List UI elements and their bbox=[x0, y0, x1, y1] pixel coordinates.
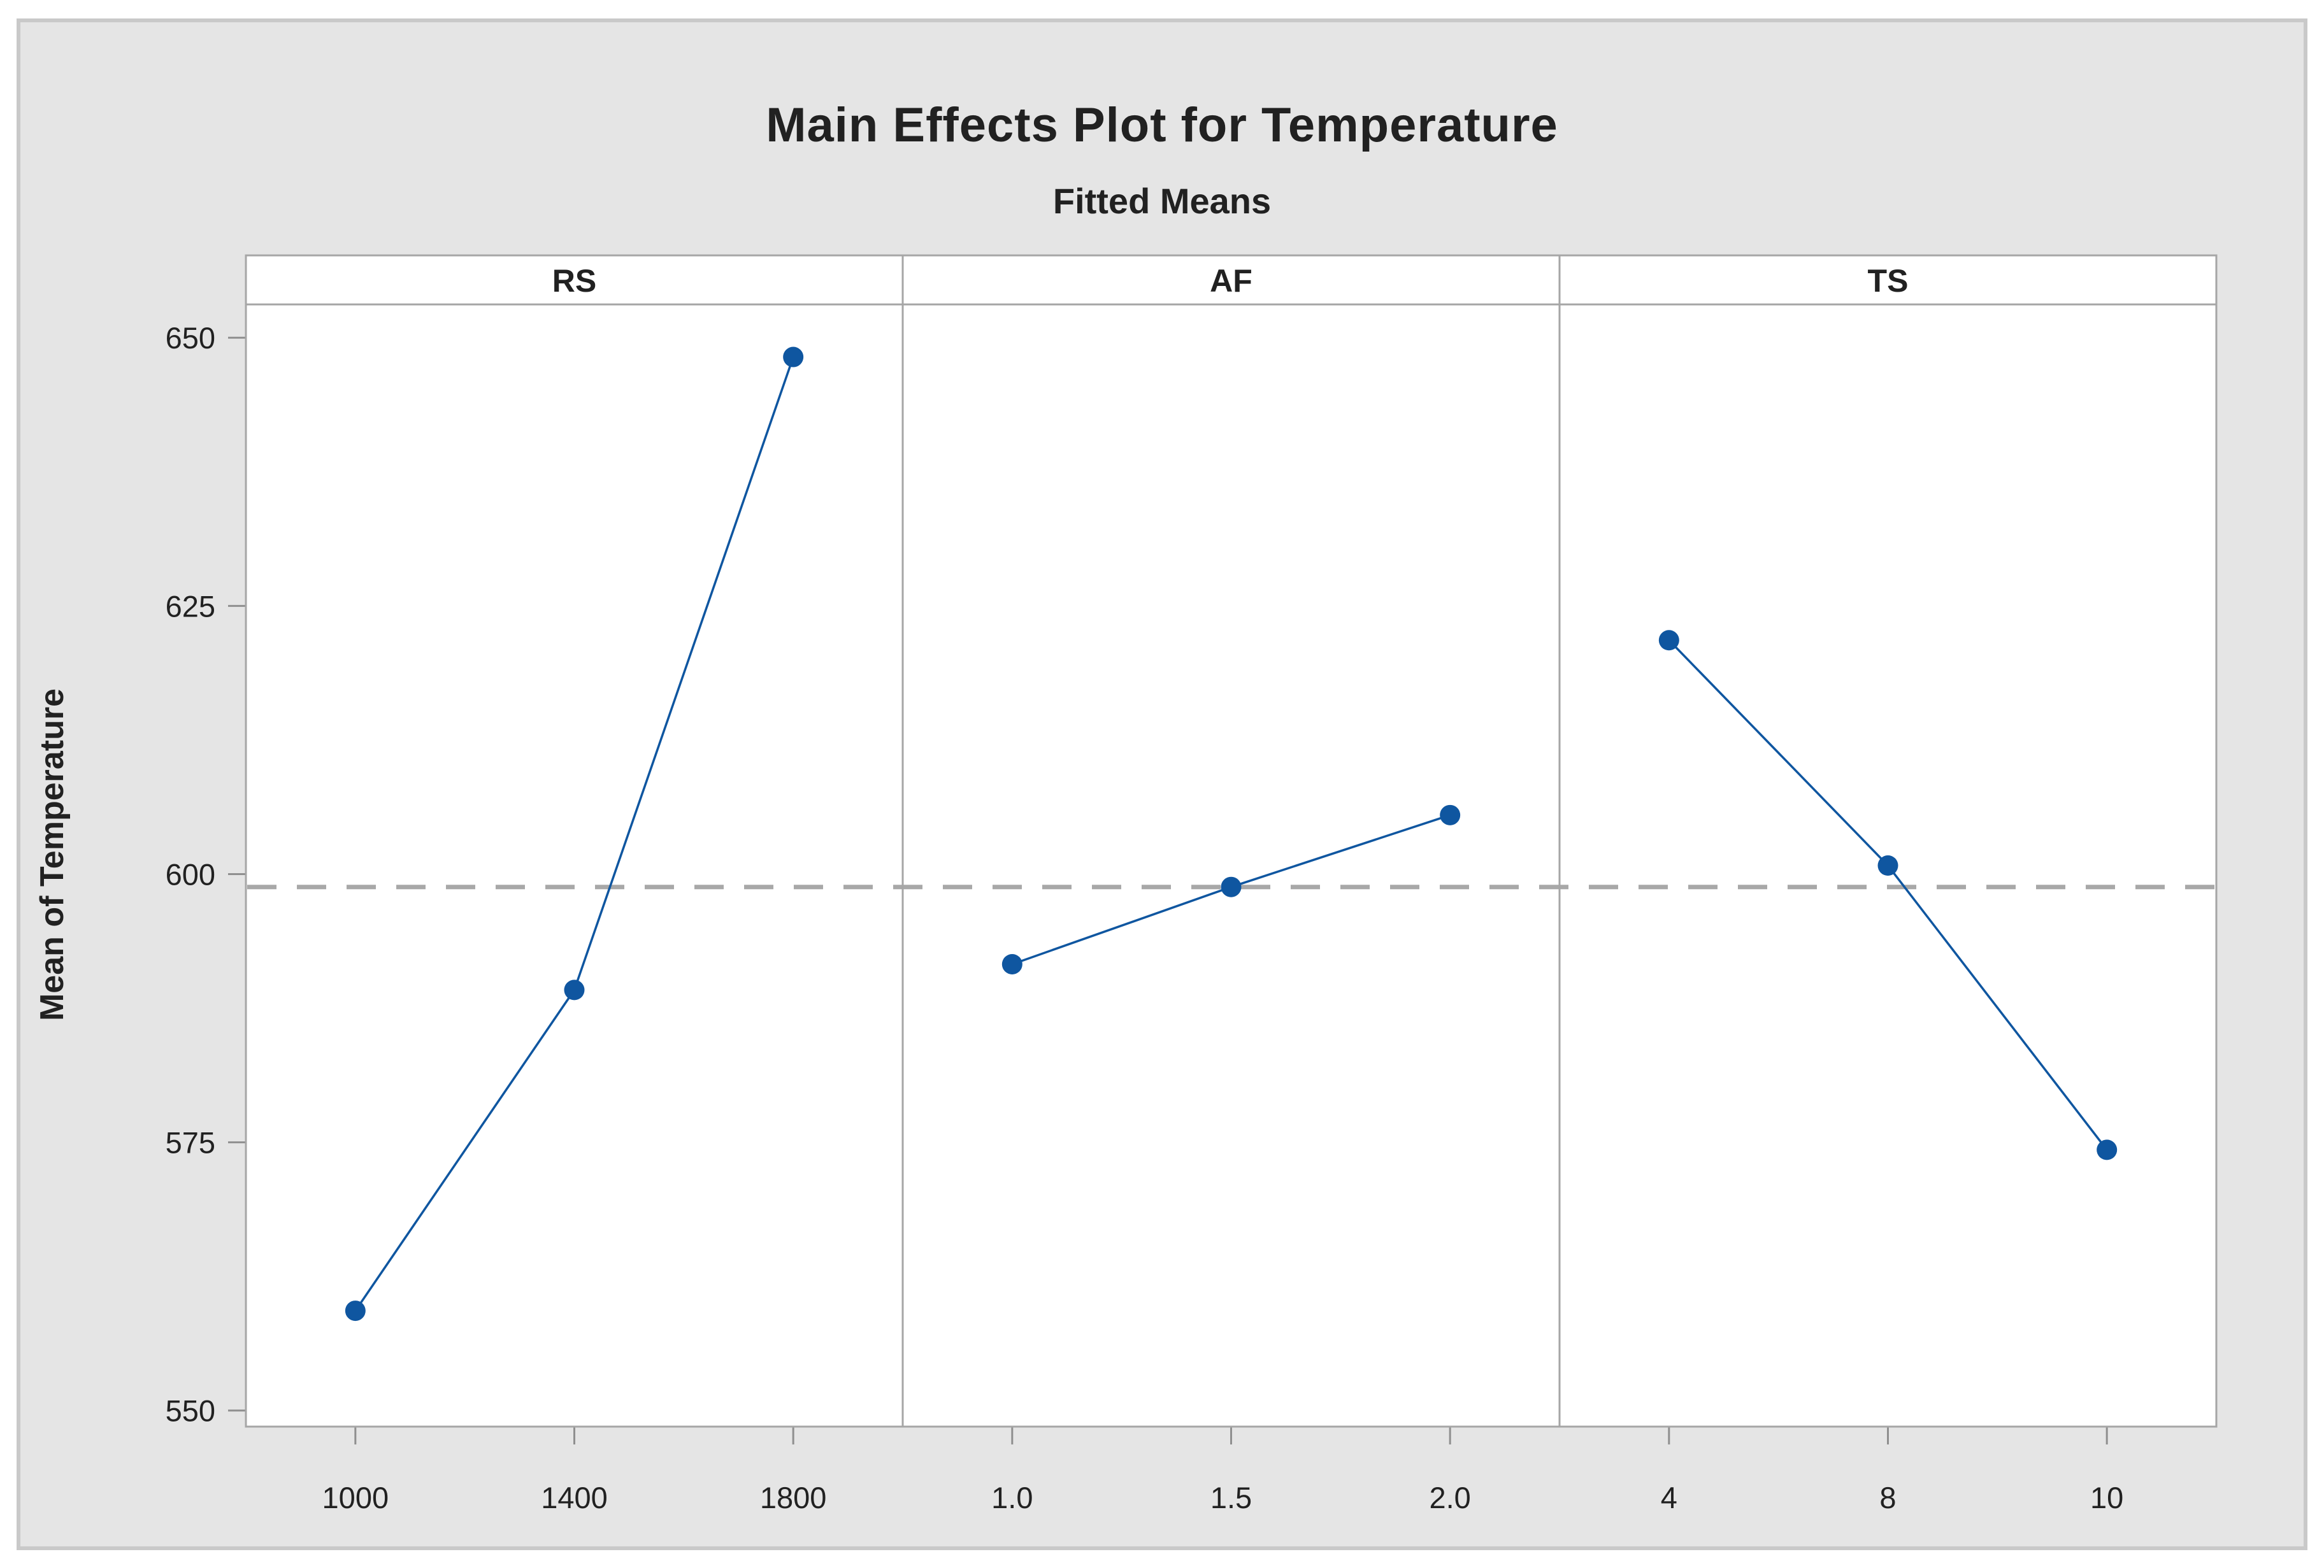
data-point-rs-1800 bbox=[783, 346, 804, 367]
x-tick-label: 1800 bbox=[760, 1481, 827, 1515]
data-point-rs-1400 bbox=[564, 980, 585, 1001]
data-point-af-2.0 bbox=[1440, 804, 1461, 825]
chart-title: Main Effects Plot for Temperature bbox=[766, 98, 1558, 152]
y-tick-label: 650 bbox=[166, 321, 215, 355]
x-tick-label: 1000 bbox=[322, 1481, 389, 1515]
panel-header-af: AF bbox=[1210, 263, 1252, 299]
series-line-rs bbox=[354, 356, 794, 1312]
plot-area bbox=[246, 255, 2216, 1427]
data-point-af-1.5 bbox=[1221, 876, 1242, 897]
x-tick-label: 10 bbox=[2090, 1481, 2123, 1515]
x-tick-label: 4 bbox=[1661, 1481, 1677, 1515]
data-point-ts-4 bbox=[1658, 630, 1679, 651]
x-tick-label: 1400 bbox=[541, 1481, 608, 1515]
x-tick-label: 1.5 bbox=[1210, 1481, 1252, 1515]
data-point-rs-1000 bbox=[345, 1301, 366, 1322]
panel-header-ts: TS bbox=[1867, 263, 1909, 299]
y-tick-label: 600 bbox=[166, 857, 215, 891]
plot-frame bbox=[245, 254, 2218, 1428]
x-tick-label: 2.0 bbox=[1429, 1481, 1470, 1515]
y-tick-label: 625 bbox=[166, 589, 215, 623]
data-point-ts-10 bbox=[2097, 1139, 2118, 1160]
series-line-ts bbox=[1668, 639, 2108, 1151]
panel-header-rs: RS bbox=[552, 263, 597, 299]
y-tick-label: 575 bbox=[166, 1126, 215, 1160]
x-tick-label: 1.0 bbox=[991, 1481, 1033, 1515]
y-tick-label: 550 bbox=[166, 1394, 215, 1428]
data-point-af-1.0 bbox=[1001, 953, 1022, 974]
x-tick-label: 8 bbox=[1879, 1481, 1896, 1515]
chart-subtitle: Fitted Means bbox=[1052, 181, 1272, 221]
data-point-ts-8 bbox=[1877, 855, 1898, 876]
